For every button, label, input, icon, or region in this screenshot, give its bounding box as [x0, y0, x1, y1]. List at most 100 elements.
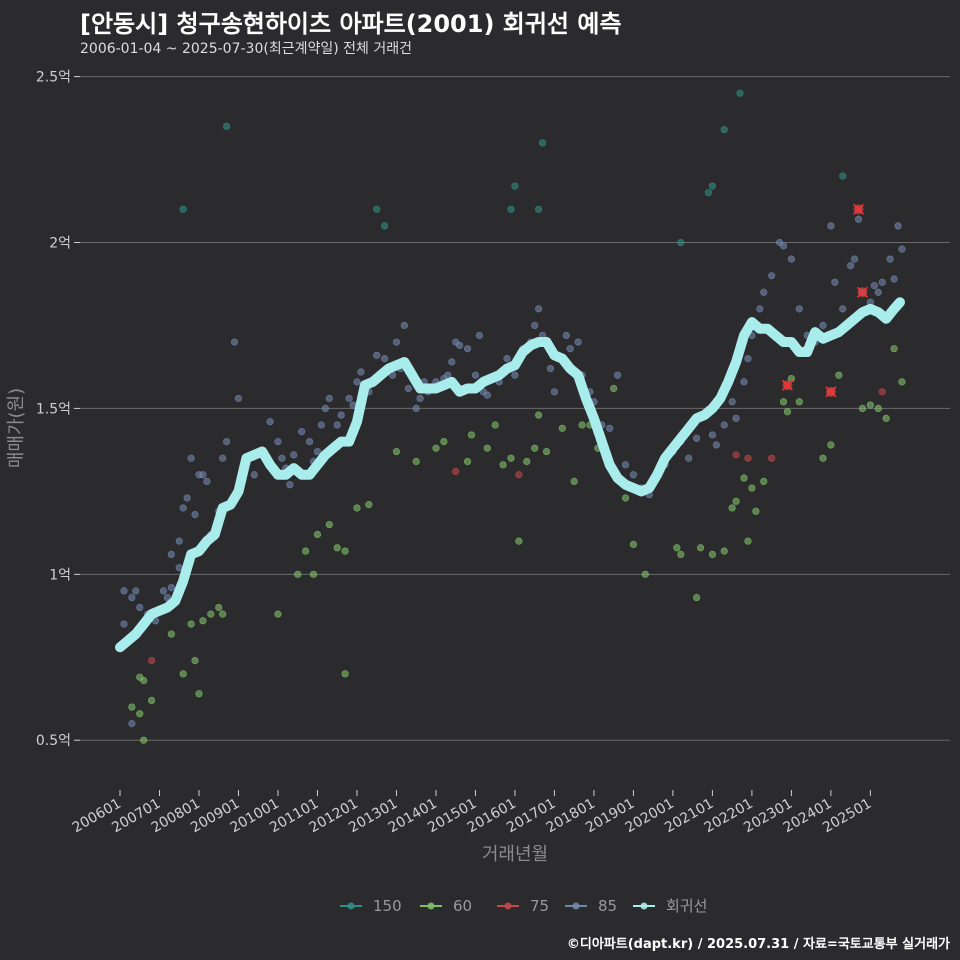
data-point-85 [230, 338, 239, 346]
data-point-85 [381, 355, 389, 363]
data-point-85 [531, 321, 539, 330]
data-point-60 [866, 401, 874, 409]
data-point-85 [471, 371, 480, 379]
data-point-60 [491, 421, 499, 429]
data-point-85 [779, 242, 788, 250]
data-point-85 [854, 215, 863, 223]
data-point-60 [412, 457, 420, 466]
data-point-60 [440, 437, 448, 446]
data-point-60 [179, 670, 187, 678]
legend-label: 회귀선 [666, 897, 707, 915]
data-point-85 [298, 428, 306, 436]
data-point-150 [507, 205, 515, 213]
data-point-60 [302, 547, 310, 555]
y-axis-ticks: 0.5억 1억 1.5억 2억 2.5억 [36, 70, 80, 749]
data-point-60 [341, 547, 349, 555]
data-point-60 [779, 398, 788, 406]
data-point-60 [392, 447, 401, 456]
data-point-60 [732, 497, 740, 505]
data-point-150 [223, 122, 231, 130]
data-point-85 [183, 494, 191, 502]
data-point-85 [874, 288, 882, 296]
data-point-85 [894, 222, 902, 230]
data-point-85 [305, 437, 314, 446]
data-point-150 [373, 205, 381, 213]
data-point-85 [621, 461, 630, 469]
data-point-85 [400, 321, 408, 330]
data-point-60 [882, 414, 890, 422]
data-point-60 [365, 501, 373, 509]
data-point-60 [325, 520, 333, 529]
data-point-85 [120, 587, 128, 595]
data-point-85 [313, 447, 322, 456]
data-point-60 [677, 550, 685, 559]
data-point-85 [546, 364, 555, 373]
data-point-85 [693, 434, 701, 442]
legend-label: 75 [530, 897, 549, 915]
data-point-85 [712, 441, 720, 449]
data-point-85 [768, 272, 776, 280]
data-point-85 [416, 394, 424, 403]
data-point-85 [511, 371, 519, 379]
data-point-60 [341, 670, 349, 678]
y-axis-title: 매매가(원) [6, 388, 27, 468]
data-point-60 [641, 570, 649, 578]
data-point-85 [606, 424, 614, 432]
data-point-85 [744, 355, 752, 363]
data-point-60 [835, 371, 843, 379]
data-point-60 [353, 504, 361, 512]
data-point-85 [847, 262, 855, 270]
data-point-85 [128, 720, 136, 728]
data-point-60 [693, 593, 701, 602]
data-point-60 [463, 457, 472, 466]
data-point-60 [432, 444, 440, 452]
data-point-85 [412, 404, 420, 413]
regression-line [115, 297, 905, 653]
data-point-60 [483, 444, 491, 452]
data-point-60 [752, 507, 760, 515]
data-point-150 [535, 205, 543, 213]
data-point-60 [795, 398, 803, 406]
data-point-60 [570, 477, 578, 486]
data-point-60 [140, 676, 148, 685]
data-point-60 [890, 345, 898, 353]
data-point-60 [535, 411, 543, 419]
data-point-85 [167, 550, 175, 559]
data-point-75 [768, 454, 776, 462]
x-axis-ticks: 2006012007012008012009012010012011012012… [70, 790, 874, 836]
highlight-cross [825, 386, 837, 398]
y-tick-label: 1.5억 [36, 401, 71, 417]
data-point-60 [167, 630, 175, 638]
data-point-150 [708, 182, 717, 190]
scatter-points [120, 89, 906, 744]
data-point-85 [566, 345, 574, 353]
data-point-60 [696, 544, 705, 552]
data-point-85 [760, 288, 768, 296]
data-point-85 [890, 275, 898, 283]
y-tick-label: 2.5억 [36, 70, 71, 86]
data-point-75 [744, 454, 752, 462]
data-point-85 [850, 255, 859, 263]
data-point-85 [404, 384, 412, 393]
y-tick-label: 0.5억 [36, 733, 71, 749]
data-point-75 [878, 388, 886, 396]
data-point-85 [199, 471, 207, 479]
data-point-60 [748, 484, 756, 492]
data-point-60 [744, 537, 752, 545]
data-point-85 [250, 471, 258, 479]
data-point-150 [179, 205, 187, 213]
data-point-60 [740, 474, 748, 482]
data-point-85 [550, 388, 559, 396]
highlight-marks [781, 203, 869, 398]
data-point-85 [392, 338, 401, 346]
data-point-60 [207, 610, 215, 618]
data-point-85 [373, 351, 381, 359]
data-point-85 [159, 587, 168, 595]
y-tick-label: 2억 [49, 236, 71, 252]
data-point-60 [467, 431, 476, 439]
data-point-85 [708, 431, 717, 439]
data-point-85 [333, 421, 341, 429]
data-point-60 [783, 408, 792, 416]
data-point-60 [858, 404, 867, 413]
